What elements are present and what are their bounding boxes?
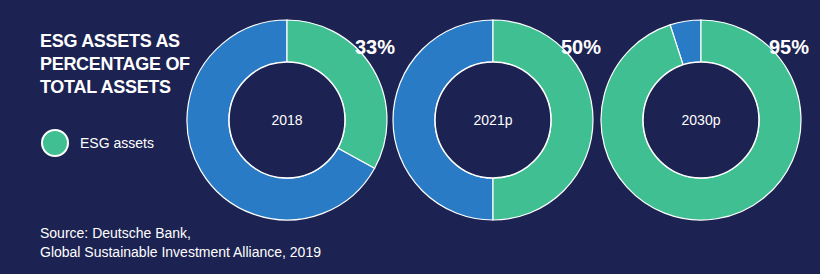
donut-hole — [229, 62, 345, 178]
legend-swatch — [42, 130, 68, 156]
source: Global Sustainable Investment Alliance, … — [40, 244, 321, 260]
category-label: 2030p — [682, 112, 721, 128]
legend-label: ESG assets — [80, 135, 154, 151]
data-label: 33% — [355, 36, 395, 58]
category-label: 2018 — [271, 112, 302, 128]
category-label: 2021p — [474, 112, 513, 128]
title: ESG ASSETS AS PERCENTAGE OF TOTAL ASSETS — [40, 30, 218, 99]
data-label: 50% — [561, 36, 601, 58]
data-label: 95% — [769, 36, 809, 58]
chart: 2018 33% 2021p 50% 2030p 95% ESG assets Source:… — [0, 0, 820, 274]
source: Source: Deutsche Bank, — [40, 225, 191, 241]
donut-hole — [435, 62, 551, 178]
donut-hole — [643, 62, 759, 178]
